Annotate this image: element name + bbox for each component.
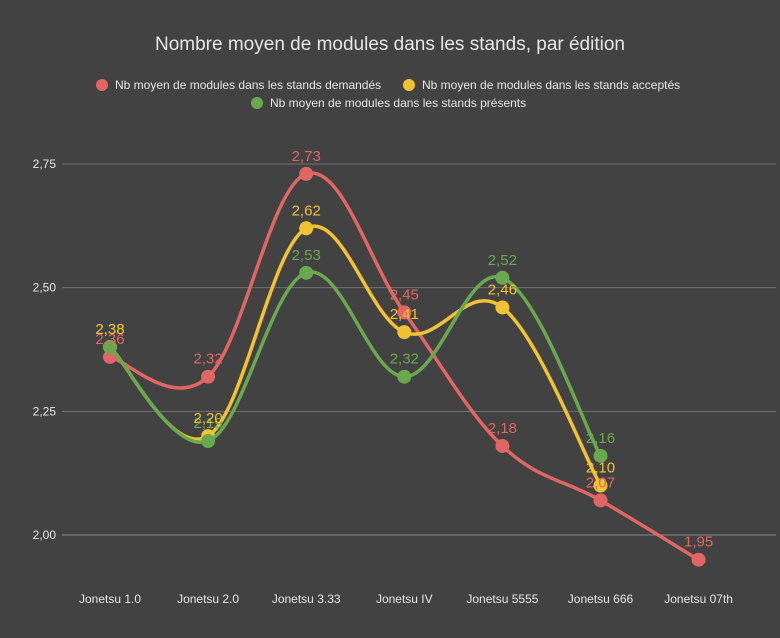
- series-acceptes: [103, 221, 608, 493]
- data-point-demandes: [593, 493, 608, 508]
- legend: Nb moyen de modules dans les stands dema…: [96, 78, 680, 110]
- data-label-demandes: 2,07: [586, 474, 615, 491]
- data-point-presents: [103, 340, 117, 355]
- data-label-demandes: 1,95: [684, 534, 713, 551]
- legend-item-presents: Nb moyen de modules dans les stands prés…: [251, 96, 526, 110]
- x-tick-label: Jonetsu IV: [376, 592, 433, 606]
- legend-item-acceptes: Nb moyen de modules dans les stands acce…: [403, 78, 680, 92]
- data-label-demandes: 2,18: [488, 420, 517, 437]
- data-point-presents: [397, 369, 412, 384]
- data-point-demandes: [299, 166, 314, 181]
- data-point-acceptes: [495, 300, 510, 315]
- data-point-demandes: [495, 438, 510, 453]
- legend-marker-acceptes: [403, 79, 415, 91]
- x-tick-label: Jonetsu 3.33: [272, 592, 341, 606]
- data-label-acceptes: 2,46: [488, 281, 517, 298]
- series-line-presents: [108, 270, 603, 458]
- y-axis: 2,00 2,25 2,50 2,75: [33, 157, 57, 542]
- data-label-presents: 2,52: [488, 252, 517, 269]
- data-label-presents: 2,19: [193, 415, 222, 432]
- x-axis: Jonetsu 1.0 Jonetsu 2.0 Jonetsu 3.33 Jonets…: [79, 592, 733, 606]
- data-point-demandes: [397, 305, 412, 320]
- chart-title: Nombre moyen de modules dans les stands,…: [155, 34, 625, 55]
- data-label-acceptes: 2,41: [390, 306, 419, 323]
- x-tick-label: Jonetsu 07th: [664, 592, 733, 606]
- data-label-presents: 2,53: [292, 247, 321, 264]
- legend-label-presents: Nb moyen de modules dans les stands prés…: [270, 96, 526, 110]
- data-label-presents: 2,38: [95, 321, 124, 338]
- x-tick-label: Jonetsu 5555: [466, 592, 538, 606]
- data-label-demandes: 2,36: [95, 331, 124, 348]
- x-tick-label: Jonetsu 1.0: [79, 592, 141, 606]
- data-point-acceptes: [397, 325, 412, 340]
- legend-item-demandes: Nb moyen de modules dans les stands dema…: [96, 78, 381, 92]
- data-point-demandes: [691, 552, 706, 567]
- legend-marker-demandes: [96, 79, 108, 91]
- data-point-acceptes: [299, 221, 314, 236]
- gridlines: [62, 163, 776, 536]
- data-label-acceptes: 2,38: [95, 321, 124, 338]
- y-tick-label: 2,75: [33, 157, 57, 171]
- data-label-acceptes: 2,10: [586, 460, 615, 477]
- series-presents: [103, 265, 608, 463]
- legend-label-demandes: Nb moyen de modules dans les stands dema…: [115, 78, 381, 92]
- legend-label-acceptes: Nb moyen de modules dans les stands acce…: [422, 78, 680, 92]
- data-point-presents: [495, 270, 510, 285]
- data-point-demandes: [201, 369, 216, 384]
- data-label-demandes: 2,32: [193, 351, 222, 368]
- data-label-demandes: 2,45: [390, 286, 419, 303]
- data-label-presents: 2,32: [390, 351, 419, 368]
- series: [103, 166, 706, 567]
- data-point-presents: [593, 448, 608, 463]
- data-point-presents: [201, 434, 216, 449]
- data-label-acceptes: 2,62: [292, 202, 321, 219]
- series-demandes: [103, 166, 706, 567]
- y-tick-label: 2,25: [33, 404, 57, 418]
- legend-marker-presents: [251, 97, 263, 109]
- series-line-acceptes: [108, 224, 603, 488]
- x-tick-label: Jonetsu 2.0: [177, 592, 239, 606]
- y-tick-label: 2,50: [33, 281, 57, 295]
- data-label-acceptes: 2,20: [193, 410, 222, 427]
- data-label-demandes: 2,73: [292, 148, 321, 165]
- data-labels: 2,36 2,32 2,73 2,45 2,18 2,07 1,95 2,38 2,19 2,53…: [95, 148, 713, 551]
- y-tick-label: 2,00: [33, 528, 57, 542]
- data-point-acceptes: [593, 478, 608, 493]
- data-label-presents: 2,16: [586, 430, 615, 447]
- x-tick-label: Jonetsu 666: [568, 592, 634, 606]
- data-point-presents: [299, 265, 314, 280]
